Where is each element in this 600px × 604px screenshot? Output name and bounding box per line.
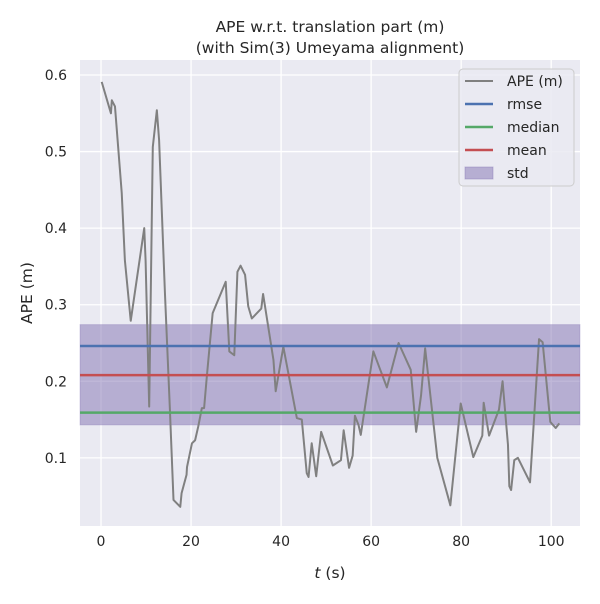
chart-title: APE w.r.t. translation part (m) (216, 18, 445, 36)
y-tick-label: 0.2 (45, 374, 67, 390)
y-tick-label: 0.4 (45, 221, 67, 237)
legend-box (458, 68, 575, 187)
y-tick-label: 0.6 (45, 68, 67, 84)
legend: APE (m) rmse median mean std (458, 68, 575, 187)
y-axis-label: APE (m) (18, 262, 36, 324)
chart-subtitle: (with Sim(3) Umeyama alignment) (196, 39, 465, 57)
x-tick-label: 0 (97, 534, 106, 550)
legend-label: rmse (507, 97, 542, 113)
legend-label: APE (m) (507, 74, 563, 90)
legend-swatch-std (464, 166, 494, 180)
legend-label: mean (507, 143, 547, 159)
x-axis-label: t (s) (314, 564, 345, 582)
x-tick-label: 20 (182, 534, 200, 550)
y-tick-label: 0.3 (45, 298, 67, 314)
legend-label: median (507, 120, 559, 136)
legend-label: std (507, 166, 529, 182)
x-tick-label: 100 (538, 534, 565, 550)
y-tick-label: 0.5 (45, 145, 67, 161)
x-tick-label: 60 (362, 534, 380, 550)
ape-series-line (100, 81, 561, 508)
x-tick-label: 80 (452, 534, 470, 550)
y-tick-label: 0.1 (45, 451, 67, 467)
x-tick-label: 40 (272, 534, 290, 550)
